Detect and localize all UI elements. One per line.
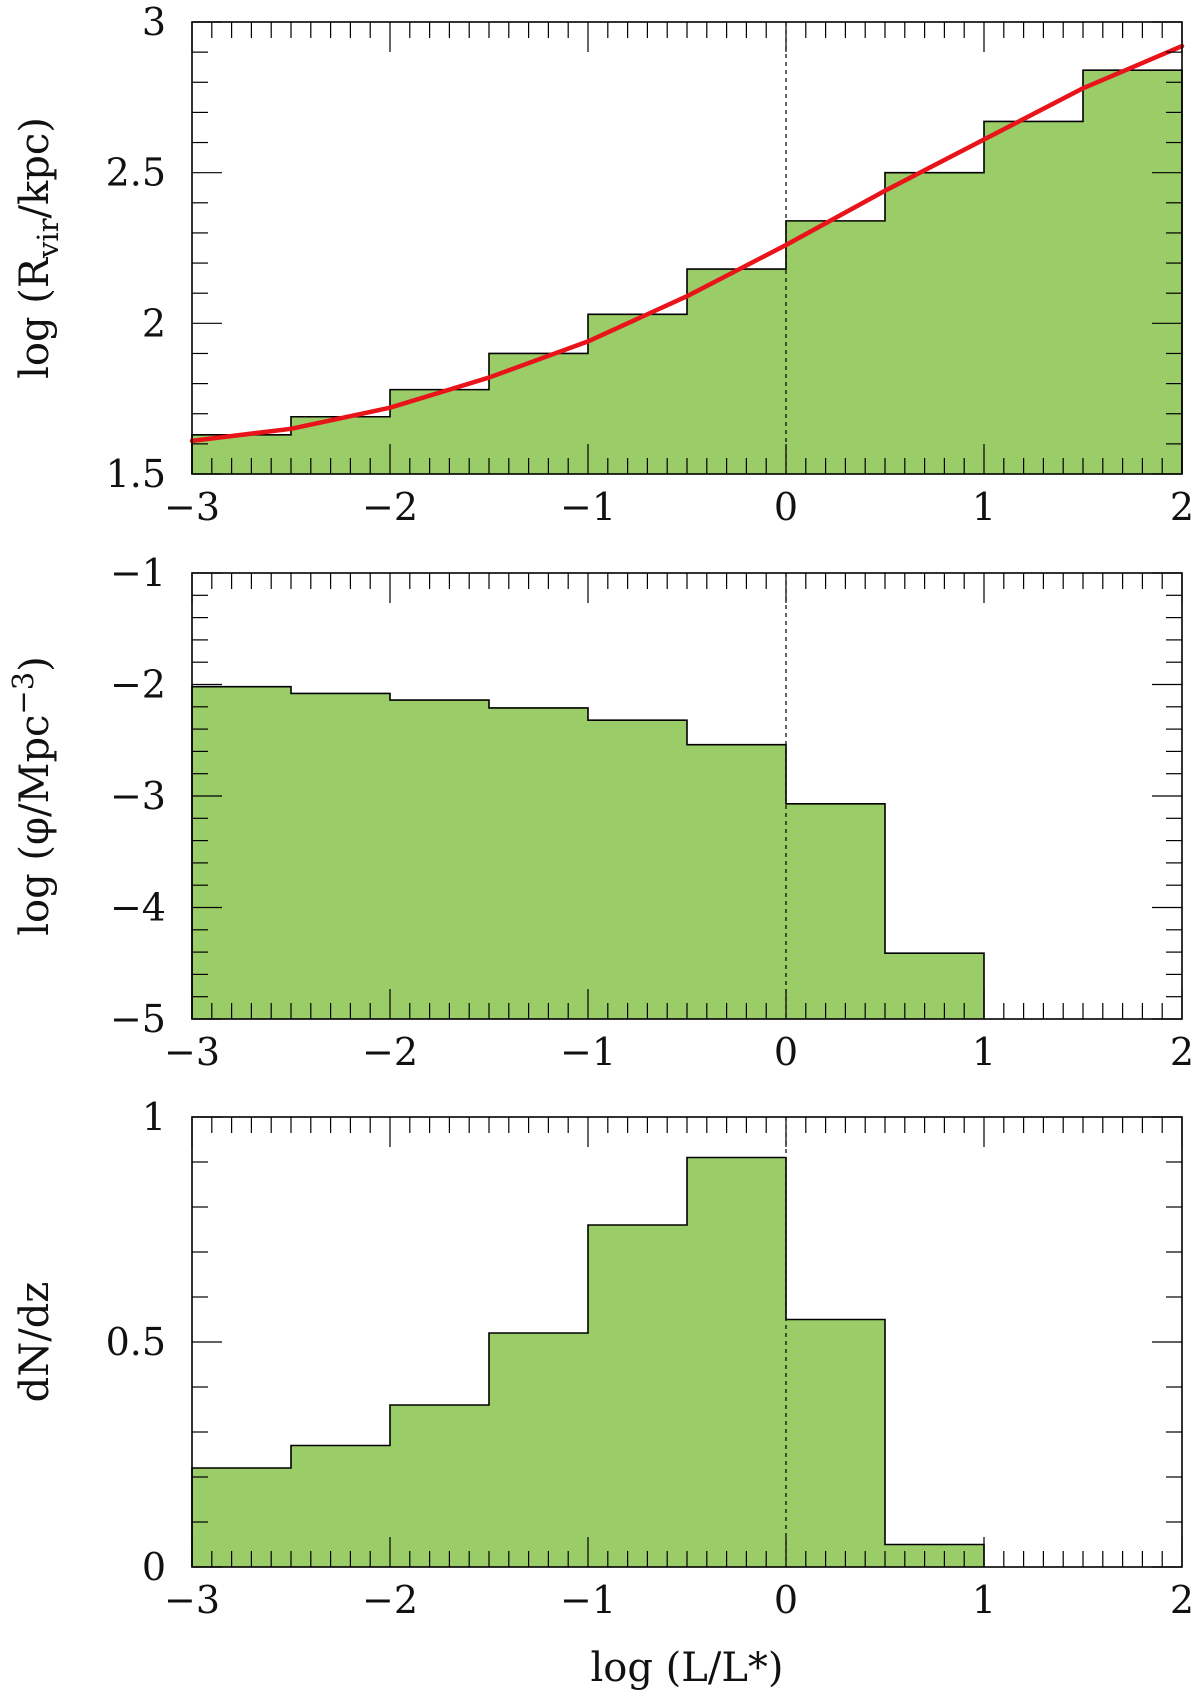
x-tick-label: −2 xyxy=(362,1030,418,1074)
histogram-bar xyxy=(588,1225,687,1567)
histogram-bar xyxy=(786,803,885,1019)
x-tick-label: −3 xyxy=(164,485,220,529)
y-axis-label: dN/dz xyxy=(12,1282,58,1403)
x-tick-label: −1 xyxy=(560,485,616,529)
y-tick-label: 3 xyxy=(142,0,166,44)
panel-dn-dz: −3 −2 −1 0 1 2 0 0.5 1 dN/dz log (L/L*) xyxy=(12,1095,1194,1691)
y-tick-label: −1 xyxy=(110,551,166,595)
histogram-bar xyxy=(489,1333,588,1567)
x-tick-label: 2 xyxy=(1170,1578,1194,1622)
histogram-bar xyxy=(786,220,885,474)
x-tick-label: 1 xyxy=(972,1578,996,1622)
panel-virial-radius: −3 −2 −1 0 1 2 1.5 2 2.5 3 log (Rvir/kpc) xyxy=(12,0,1194,529)
y-tick-label: 2.5 xyxy=(106,151,166,195)
y-tick-label: 0 xyxy=(142,1545,166,1589)
histogram-bar xyxy=(489,707,588,1019)
y-axis-label: log (Rvir/kpc) xyxy=(12,117,65,379)
y-tick-label: −3 xyxy=(110,774,166,818)
y-axis-label: log (φ/Mpc−3) xyxy=(6,656,58,936)
x-tick-label: −3 xyxy=(164,1030,220,1074)
y-tick-label: −5 xyxy=(110,997,166,1041)
histogram-bar xyxy=(192,686,291,1019)
histogram-bar xyxy=(885,1544,984,1567)
histogram-bar xyxy=(885,953,984,1019)
panel-luminosity-function: −3 −2 −1 0 1 2 −5 −4 −3 −2 −1 log (φ/Mpc−3) xyxy=(6,551,1194,1074)
x-tick-label: 0 xyxy=(774,485,798,529)
x-tick-label: 1 xyxy=(972,1030,996,1074)
histogram-outline xyxy=(191,685,985,1019)
histogram-bar xyxy=(291,1445,390,1567)
histogram-bar xyxy=(192,1468,291,1567)
y-tick-label: −4 xyxy=(110,886,166,930)
x-tick-label: 2 xyxy=(1170,485,1194,529)
x-tick-label: 1 xyxy=(972,485,996,529)
x-tick-label: −1 xyxy=(560,1578,616,1622)
x-tick-label: 0 xyxy=(774,1578,798,1622)
histogram-bar xyxy=(984,121,1083,474)
x-tick-label: −1 xyxy=(560,1030,616,1074)
histogram-bar xyxy=(1083,70,1182,475)
x-axis-label: log (L/L*) xyxy=(590,1645,783,1691)
y-tick-label: 1.5 xyxy=(106,452,166,496)
x-tick-label: −3 xyxy=(164,1578,220,1622)
histogram-bar xyxy=(588,720,687,1019)
fit-curve xyxy=(189,43,1185,444)
histogram-bar xyxy=(687,1157,786,1567)
x-tick-label: −2 xyxy=(362,485,418,529)
histogram-bar xyxy=(192,434,291,474)
histogram-bar xyxy=(588,314,687,474)
y-tick-label: 1 xyxy=(142,1095,166,1139)
y-tick-label: 2 xyxy=(142,301,166,345)
histogram-bar xyxy=(687,744,786,1019)
x-tick-label: −2 xyxy=(362,1578,418,1622)
histogram-outline xyxy=(191,1156,985,1567)
x-tick-label: 0 xyxy=(774,1030,798,1074)
histogram-bar xyxy=(687,269,786,474)
histogram-bar xyxy=(390,700,489,1019)
histogram-bar xyxy=(786,1319,885,1567)
y-tick-label: 0.5 xyxy=(106,1320,166,1364)
histogram-bar xyxy=(291,693,390,1019)
histogram-bar xyxy=(390,1405,489,1567)
x-tick-label: 2 xyxy=(1170,1030,1194,1074)
histogram-bar xyxy=(885,172,984,474)
y-tick-label: −2 xyxy=(110,663,166,707)
